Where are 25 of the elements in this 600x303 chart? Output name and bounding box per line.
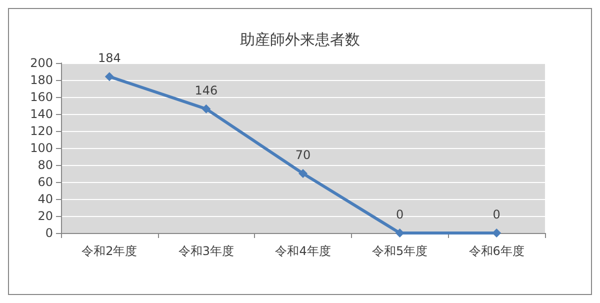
x-tick-label: 令和4年度 [275,244,331,258]
chart-title: 助産師外来患者数 [240,30,360,48]
data-label: 70 [295,148,311,162]
y-tick-label: 200 [30,56,53,70]
y-tick-label: 80 [38,158,53,172]
y-tick-label: 180 [30,73,53,87]
y-tick-label: 120 [30,124,53,138]
y-tick-label: 40 [38,192,53,206]
x-tick-label: 令和5年度 [372,244,428,258]
y-tick-label: 0 [45,226,53,240]
data-label: 0 [492,208,500,222]
data-label: 0 [396,208,404,222]
y-tick-label: 140 [30,107,53,121]
point [298,169,308,178]
x-tick-label: 令和6年度 [468,244,524,258]
y-tick-label: 20 [38,209,53,223]
x-tick-label: 令和3年度 [178,244,234,258]
data-label: 146 [194,83,218,98]
x-tick-label: 令和2年度 [82,244,138,258]
y-tick-label: 100 [30,141,53,155]
y-tick-label: 60 [38,175,53,189]
y-tick-label: 160 [30,90,53,104]
point [104,72,114,82]
data-label: 184 [98,51,121,66]
point [202,104,211,114]
